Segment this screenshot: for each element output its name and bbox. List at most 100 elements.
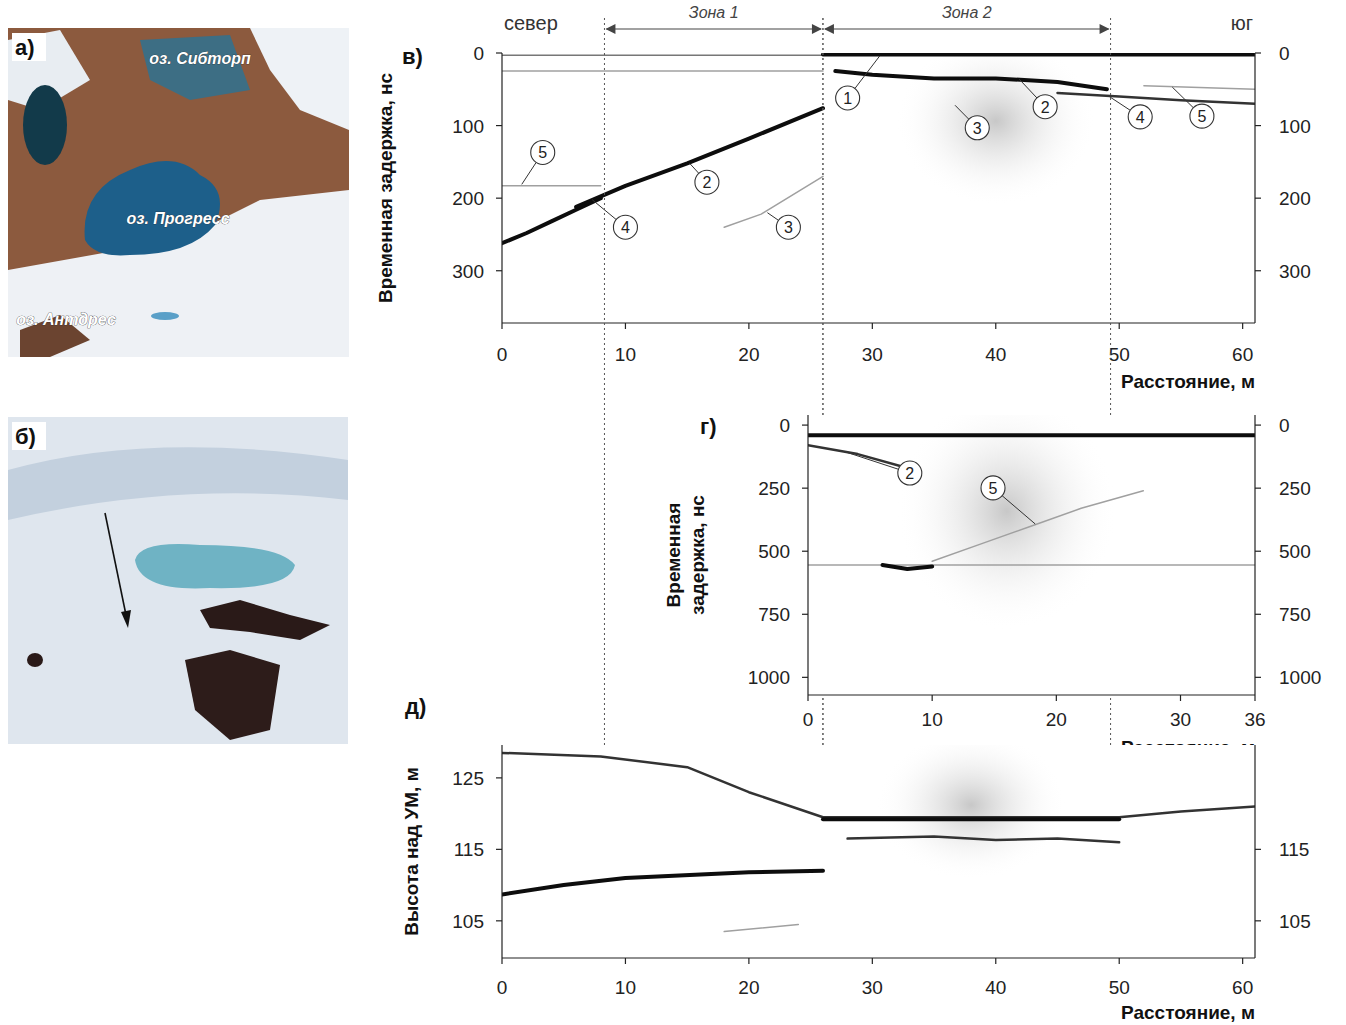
y-tick [496,920,502,921]
x-tick-label: 60 [1232,344,1253,365]
annotation-label: 3 [784,219,793,236]
y-tick-label: 500 [758,541,790,562]
annotation-label: 5 [1197,108,1206,125]
direction-label: север [504,12,558,34]
x-tick [1254,695,1255,701]
leader-line [690,163,699,173]
x-tick [1242,958,1243,964]
y-axis-title-line: Временная [663,503,684,608]
y2-tick [1255,424,1261,425]
plot-area [502,53,1255,323]
panel-letter: б) [15,424,36,449]
x-tick [501,958,502,964]
reflector [502,198,601,243]
y2-tick-label: 200 [1279,188,1311,209]
y-tick [496,777,502,778]
y-tick [496,125,502,126]
annotation-circle [1033,95,1057,119]
y2-axis [1254,415,1255,695]
leader-line [522,162,536,184]
annotations: 25 [845,452,1035,524]
y-axis-title-line: задержка, нс [687,495,708,615]
annotation-label: 5 [538,144,547,161]
arrow-head [812,24,822,34]
reflector [1144,86,1255,90]
plot-bg [502,53,1255,323]
y-tick [802,488,808,489]
zone-arrow [825,28,1109,29]
annotation-label: 2 [905,465,914,482]
reflector [883,565,933,569]
y2-tick-label: 100 [1279,116,1311,137]
y2-tick [1255,52,1261,53]
annotation-label: 4 [621,219,630,236]
y2-tick-label: 500 [1279,541,1311,562]
x-tick-label: 30 [1170,709,1191,730]
y2-tick-label: 250 [1279,478,1311,499]
lake [135,544,295,588]
reflector [724,176,823,227]
x-tick-label: 10 [615,977,636,998]
plot-bg [502,745,1255,958]
arrow-head [824,24,834,34]
zone-arrow [606,28,820,29]
x-tick [1180,695,1181,701]
y2-tick [1255,677,1261,678]
y-tick-label: 300 [452,261,484,282]
x-axis [808,694,1255,695]
y2-tick [1255,198,1261,199]
annotation-label: 5 [989,480,998,497]
y2-tick-label: 750 [1279,604,1311,625]
leader-line [1172,87,1193,108]
x-tick-label: 60 [1232,977,1253,998]
y-axis-title: Временнаязадержка, нс [663,495,708,615]
arrow-head [605,24,615,34]
arrow-head [1100,24,1110,34]
lake-label: оз. Сибторп [149,50,251,67]
annotation-label: 3 [973,120,982,137]
reflector [808,564,1255,566]
lake [23,85,67,165]
annotation-circle [981,476,1005,500]
y-tick-label: 100 [452,116,484,137]
reflector [502,871,823,895]
y-tick-label: 125 [452,768,484,789]
x-axis [502,957,1255,958]
x-tick-label: 10 [922,709,943,730]
y2-axis [1254,53,1255,323]
figure: оз. Сибторпоз. Прогрессоз. Антдреса)б)01… [0,0,1346,1025]
y2-tick-label: 1000 [1279,667,1321,688]
x-tick-label: 40 [985,977,1006,998]
annotation-circle [613,215,637,239]
y2-tick [1255,125,1261,126]
reflector [848,837,1120,843]
plot-area [808,415,1255,695]
reflector [835,71,1107,89]
y-tick-label: 200 [452,188,484,209]
y2-tick-label: 0 [1279,415,1290,436]
x-tick-label: 0 [497,977,508,998]
y-axis-title: Высота над УМ, м [401,767,422,935]
letter-bg [12,422,46,450]
y-tick [496,849,502,850]
y2-tick [1255,920,1261,921]
y2-tick-label: 115 [1279,839,1309,860]
panel-letter: г) [700,414,717,439]
x-tick-label: 30 [862,344,883,365]
leader-line [1002,496,1035,524]
y2-axis [1254,745,1255,958]
reflector [502,185,601,187]
panel-letter: в) [402,44,423,69]
reflector [808,445,907,468]
x-tick-label: 40 [985,344,1006,365]
y-tick [802,551,808,552]
x-tick [995,323,996,329]
leader-line [767,213,778,221]
y2-tick [1255,849,1261,850]
x-tick [995,958,996,964]
annotation-label: 2 [1041,99,1050,116]
x-axis-title: Расстояние, м [1121,371,1255,392]
lake [85,161,220,255]
arrow-head [121,610,131,628]
y2-tick-label: 0 [1279,43,1290,64]
